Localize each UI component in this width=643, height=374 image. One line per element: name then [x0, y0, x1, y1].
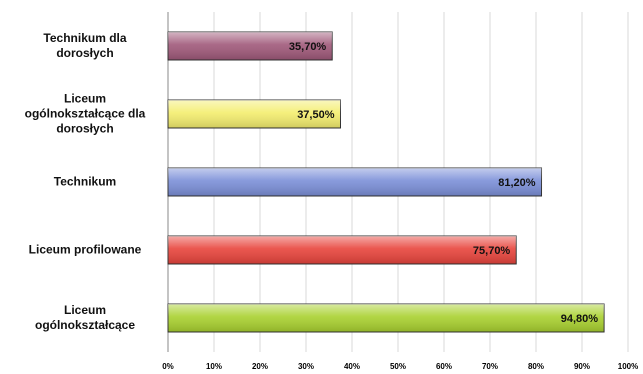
x-tick-label: 80% — [528, 362, 544, 371]
x-tick-label: 50% — [390, 362, 406, 371]
bar-shine — [168, 100, 341, 128]
bar-shine — [168, 236, 517, 264]
value-label: 81,20% — [498, 177, 536, 189]
x-tick-label: 40% — [344, 362, 360, 371]
x-tick-label: 10% — [206, 362, 222, 371]
x-tick-label: 20% — [252, 362, 268, 371]
x-tick-label: 30% — [298, 362, 314, 371]
x-tick-label: 90% — [574, 362, 590, 371]
bar-shine — [168, 32, 333, 60]
x-tick-label: 60% — [436, 362, 452, 371]
value-label: 37,50% — [297, 109, 335, 121]
category-label: Liceum profilowane — [28, 242, 142, 257]
value-label: 75,70% — [473, 245, 511, 257]
x-tick-label: 0% — [162, 362, 174, 371]
x-tick-label: 70% — [482, 362, 498, 371]
value-label: 94,80% — [561, 313, 599, 325]
category-label: Liceum ogólnokształcące — [34, 303, 136, 332]
x-tick-label: 100% — [618, 362, 638, 371]
category-label: Technikum dla dorosłych — [43, 31, 127, 60]
bar-shine — [168, 168, 542, 196]
category-label: Liceum ogólnokształcące dla dorosłych — [24, 91, 146, 136]
value-label: 35,70% — [289, 41, 327, 53]
category-label: Technikum — [53, 174, 117, 189]
bar-shine — [168, 304, 605, 332]
